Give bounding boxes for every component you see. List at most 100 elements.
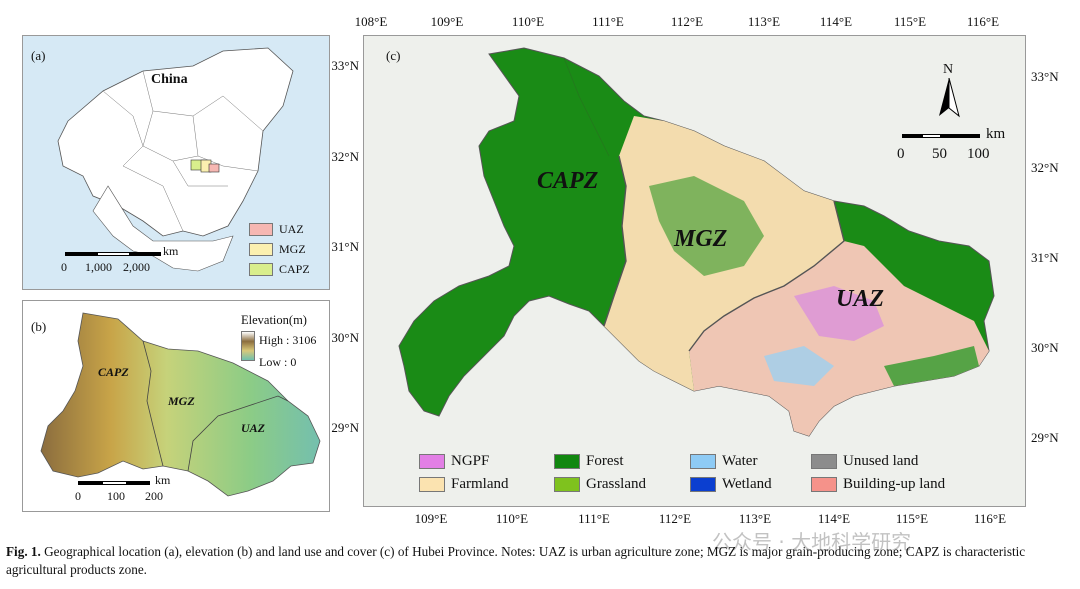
legend-item-grassland: Grassland (554, 476, 646, 493)
lat-tick-right: 30°N (1031, 340, 1059, 355)
c-scale-seg-3 (940, 134, 980, 138)
lat-tick-right: 33°N (1031, 69, 1059, 84)
north-arrow-icon (939, 78, 960, 118)
panel-a-label: (a) (31, 48, 46, 63)
panel-b-zone-capz: CAPZ (98, 365, 129, 379)
legend-item-forest: Forest (554, 453, 624, 470)
lat-tick-left: 31°N (331, 239, 359, 254)
legend-item-wetland: Wetland (690, 476, 772, 493)
legend-item-farmland: Farmland (419, 476, 509, 493)
hubei-elevation (40, 312, 321, 497)
china-map (57, 47, 294, 272)
zone-label-uaz: UAZ (836, 286, 884, 312)
lon-tick-bottom: 113°E (738, 511, 772, 526)
legend-label-capz: CAPZ (279, 262, 310, 276)
legend-swatch-unused-land (811, 454, 837, 469)
legend-label-mgz: MGZ (279, 242, 306, 256)
scale-seg-dark-1 (65, 252, 97, 256)
legend-swatch-mgz (249, 243, 273, 256)
panel-b-label: (b) (31, 319, 47, 334)
lat-tick-left: 30°N (331, 330, 359, 345)
legend-item-building-up-land: Building-up land (811, 476, 945, 493)
legend-label-building-up-land: Building-up land (843, 476, 946, 492)
b-scale-tick-1: 100 (107, 489, 125, 503)
panel-a-legend: UAZ MGZ CAPZ (249, 222, 310, 277)
lon-tick-top: 112°E (670, 14, 704, 29)
legend-item-unused-land: Unused land (811, 453, 918, 470)
legend-swatch-grassland (554, 477, 580, 492)
c-scale-tick-0: 0 (897, 146, 905, 162)
lon-tick-top: 113°E (747, 14, 781, 29)
lon-tick-top: 114°E (819, 14, 853, 29)
land-use-map (398, 47, 995, 437)
uaz-forest-patch (884, 346, 979, 386)
b-scale-tick-0: 0 (75, 489, 81, 503)
lon-tick-top: 116°E (966, 14, 1000, 29)
ngpf-patch (794, 286, 884, 341)
c-scale-unit: km (986, 126, 1006, 142)
scale-tick-1: 1,000 (85, 260, 112, 274)
county-line (563, 57, 610, 157)
lon-tick-bottom: 114°E (817, 511, 851, 526)
lat-tick-left: 32°N (331, 149, 359, 164)
legend-label-grassland: Grassland (586, 476, 646, 492)
panel-b-elevation-map: (b) Elevation(m) High : 3106 Low : 0 CAP… (22, 300, 330, 512)
b-scale-unit: km (155, 473, 171, 487)
elevation-legend-title: Elevation(m) (241, 313, 307, 327)
scale-seg-light (97, 252, 131, 256)
southeast-asia-outline (92, 185, 234, 272)
caption-text: Geographical location (a), elevation (b)… (6, 544, 1026, 577)
b-scale-seg-1 (78, 481, 102, 485)
elevation-high: High : 3106 (259, 333, 317, 347)
legend-label-uaz: UAZ (279, 222, 304, 236)
uaz-location (208, 163, 220, 173)
china-outline (57, 47, 294, 237)
country-label: China (151, 72, 188, 87)
legend-swatch-farmland (419, 477, 445, 492)
lon-tick-bottom: 111°E (578, 511, 610, 526)
mgz-forest-patch (649, 176, 764, 276)
elevation-low: Low : 0 (259, 355, 297, 369)
legend-label-ngpf: NGPF (451, 453, 490, 469)
caption-lead: Fig. 1. (6, 544, 41, 559)
lat-tick-right: 29°N (1031, 430, 1059, 445)
legend-label-water: Water (722, 453, 758, 469)
legend-label-farmland: Farmland (451, 476, 509, 492)
b-scale-seg-3 (126, 481, 150, 485)
panel-b-zone-mgz: MGZ (168, 394, 195, 408)
legend-swatch-uaz (249, 223, 273, 236)
capz-mgz-boundary (603, 155, 627, 327)
legend-item-water: Water (690, 453, 757, 470)
mgz-uaz-boundary (187, 395, 289, 472)
zone-label-mgz: MGZ (674, 226, 728, 252)
scale-unit: km (163, 244, 179, 258)
panel-b-zone-uaz: UAZ (241, 421, 265, 435)
legend-swatch-water (690, 454, 716, 469)
c-scale-tick-2: 100 (967, 146, 990, 162)
lon-tick-bottom: 112°E (658, 511, 692, 526)
scale-seg-dark-2 (129, 252, 161, 256)
lat-tick-right: 31°N (1031, 250, 1059, 265)
legend-swatch-ngpf (419, 454, 445, 469)
lat-tick-left: 33°N (331, 58, 359, 73)
capz-mgz-boundary (142, 340, 164, 467)
lon-tick-top: 110°E (511, 14, 545, 29)
figure-caption: Fig. 1. Geographical location (a), eleva… (6, 543, 1076, 579)
panel-c-land-use-map: (c) CAPZ MGZ UAZ N km 0 50 100 NGPF (363, 35, 1026, 507)
lat-tick-right: 32°N (1031, 160, 1059, 175)
b-scale-seg-2 (102, 481, 128, 485)
legend-item-capz: CAPZ (249, 262, 310, 277)
north-label: N (943, 62, 954, 77)
lon-tick-top: 108°E (354, 14, 388, 29)
lon-tick-bottom: 115°E (895, 511, 929, 526)
panel-a-location-map: (a) China UAZ MGZ CAPZ km 0 1,000 2,000 (22, 35, 330, 290)
legend-label-wetland: Wetland (722, 476, 772, 492)
water-patch (764, 346, 834, 386)
legend-label-forest: Forest (586, 453, 624, 469)
mgz-uaz-boundary (688, 200, 845, 352)
legend-swatch-capz (249, 263, 273, 276)
lon-tick-top: 109°E (430, 14, 464, 29)
c-scale-seg-1 (902, 134, 922, 138)
elevation-color-bar (241, 331, 255, 361)
watermark: 公众号 · 大地科学研究 (712, 530, 912, 554)
